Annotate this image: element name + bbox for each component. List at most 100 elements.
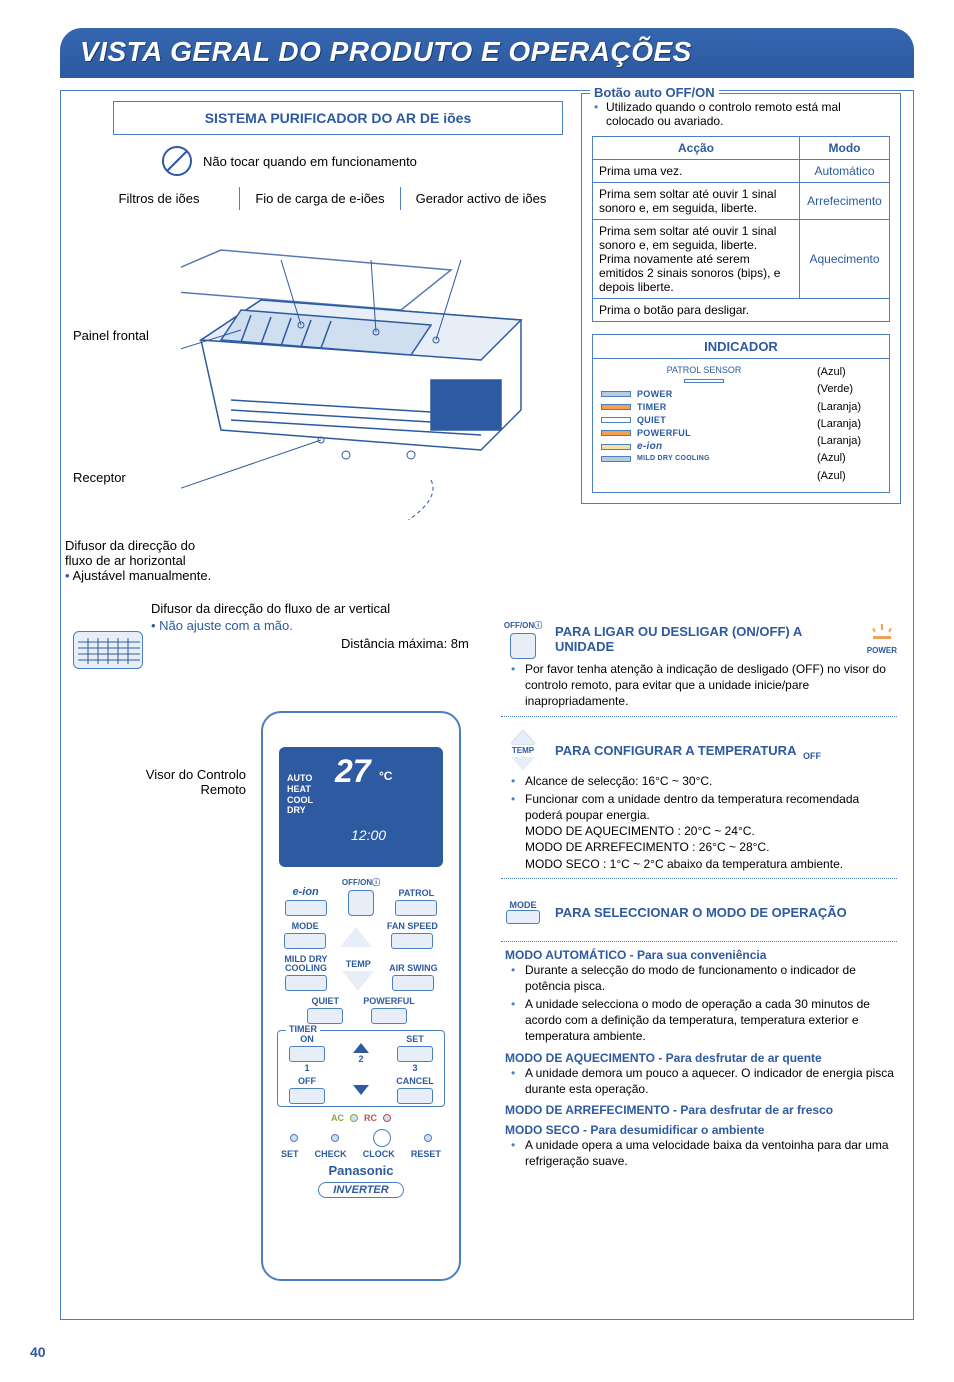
page-title: VISTA GERAL DO PRODUTO E OPERAÇÕES	[80, 36, 894, 68]
patrol-sensor-bar	[684, 379, 724, 383]
th-mode: Modo	[800, 137, 890, 160]
temp-title: PARA CONFIGURAR A TEMPERATURA	[555, 743, 897, 758]
patrol-label: PATROL	[399, 889, 435, 898]
timer-cancel-button[interactable]	[397, 1088, 433, 1104]
table-row: Prima o botão para desligar.	[593, 299, 890, 322]
receiver-label: Receptor	[73, 470, 126, 485]
timer-3-label: 3	[412, 1064, 417, 1073]
offon-button[interactable]	[348, 890, 374, 916]
timer-set-label: SET	[406, 1035, 424, 1044]
list-item: Funcionar com a unidade dentro da temper…	[515, 791, 897, 872]
remote-display-label: Visor do Controlo Remoto	[116, 767, 246, 797]
ac-label: AC	[331, 1113, 344, 1123]
horiz-diffuser-note: Ajustável manualmente.	[72, 568, 211, 583]
check-label: CHECK	[315, 1149, 347, 1159]
mode-title: PARA SELECCIONAR O MODO DE OPERAÇÃO	[555, 905, 897, 920]
indicator-list: PATROL SENSOR POWER TIMER QUIET POWERFUL…	[601, 365, 807, 486]
max-distance-label: Distância máxima: 8m	[341, 636, 469, 651]
reset-tiny-button[interactable]	[424, 1134, 432, 1142]
auto-button-desc: Utilizado quando o controlo remoto está …	[606, 100, 890, 128]
front-panel-label: Painel frontal	[73, 328, 149, 343]
no-touch-label: Não tocar quando em funcionamento	[203, 154, 417, 169]
ac-rc-row: AC RC	[273, 1113, 449, 1123]
mode-button[interactable]	[284, 933, 326, 949]
quiet-button[interactable]	[307, 1008, 343, 1024]
eion-button[interactable]	[285, 900, 327, 916]
indicator-row: POWER	[601, 389, 807, 399]
timer-up-button[interactable]	[353, 1043, 369, 1053]
brand-row: Panasonic INVERTER	[273, 1163, 449, 1198]
set-tiny-button[interactable]	[290, 1134, 298, 1142]
timer-off-button[interactable]	[289, 1088, 325, 1104]
section-mode: MODE PARA SELECCIONAR O MODO DE OPERAÇÃO…	[501, 891, 897, 1170]
vertical-diffuser-block: Difusor da direcção do fluxo de ar verti…	[151, 601, 431, 635]
temp-icon: TEMP	[501, 729, 545, 773]
check-tiny-button[interactable]	[331, 1134, 339, 1142]
list-item: A unidade selecciona o modo de operação …	[515, 996, 897, 1045]
screen-clock: 12:00	[351, 827, 386, 843]
remote-bottom-row	[273, 1129, 449, 1147]
indicator-colors: (Azul) (Verde) (Laranja) (Laranja) (Lara…	[817, 365, 881, 486]
patrol-sensor-label: PATROL SENSOR	[601, 365, 807, 375]
remote-row-4: QUIET POWERFUL	[277, 997, 445, 1024]
mode-heat-head: MODO DE AQUECIMENTO - Para desfrutar de …	[505, 1051, 897, 1065]
th-action: Acção	[593, 137, 800, 160]
timer-on-button[interactable]	[289, 1046, 325, 1062]
horiz-diffuser-label: Difusor da direcção do fluxo de ar horiz…	[65, 538, 195, 568]
ac-unit-illustration	[181, 240, 551, 520]
no-touch-warning: Não tocar quando em funcionamento	[161, 145, 571, 177]
indicator-row: e-ion	[601, 441, 807, 452]
set2-label: SET	[281, 1149, 299, 1159]
left-column: SISTEMA PURIFICADOR DO AR DE iões Não to…	[71, 101, 571, 560]
screen-celsius: °C	[379, 769, 392, 783]
timer-off-label: OFF	[298, 1077, 316, 1086]
instruction-sections: OFF/ONⓘ PARA LIGAR OU DESLIGAR (ON/OFF) …	[501, 617, 901, 1181]
prohibition-icon	[161, 145, 193, 177]
patrol-button[interactable]	[395, 900, 437, 916]
milddry-button[interactable]	[285, 975, 327, 991]
list-item: A unidade opera a uma velocidade baixa d…	[515, 1137, 897, 1169]
table-row: Prima sem soltar até ouvir 1 sinal sonor…	[593, 183, 890, 220]
onoff-title: PARA LIGAR OU DESLIGAR (ON/OFF) A UNIDAD…	[555, 624, 857, 654]
right-column: Botão auto OFF/ON Utilizado quando o con…	[581, 93, 901, 514]
rc-button[interactable]	[383, 1114, 391, 1122]
powerful-label: POWERFUL	[363, 997, 415, 1006]
temp-up-button[interactable]	[340, 927, 372, 947]
screen-modes: AUTO HEAT COOL DRY	[287, 773, 313, 816]
fanspeed-button[interactable]	[391, 933, 433, 949]
timer-legend: TIMER	[286, 1024, 320, 1034]
timer-1-label: 1	[304, 1064, 309, 1073]
mode-dry-head: MODO SECO - Para desumidificar o ambient…	[505, 1123, 897, 1137]
main-content-box: SISTEMA PURIFICADOR DO AR DE iões Não to…	[60, 90, 914, 1320]
list-item: A unidade demora um pouco a aquecer. O i…	[515, 1065, 897, 1097]
indicator-row: QUIET	[601, 415, 807, 425]
clock-tiny-button[interactable]	[373, 1129, 391, 1147]
ac-unit-diagram: Painel frontal Receptor Difusor da direc…	[71, 220, 571, 560]
mode-icon: MODE	[501, 891, 545, 935]
ac-button[interactable]	[350, 1114, 358, 1122]
milddry-label: MILD DRY COOLING	[284, 955, 327, 973]
indicator-row: TIMER	[601, 402, 807, 412]
timer-set-button[interactable]	[397, 1046, 433, 1062]
onoff-icon: OFF/ONⓘ	[501, 617, 545, 661]
small-diffuser-illustration	[73, 631, 143, 669]
brand-label: Panasonic	[273, 1163, 449, 1178]
airswing-label: AIR SWING	[389, 964, 438, 973]
bottom-labels-row: SET CHECK CLOCK RESET	[273, 1149, 449, 1159]
indicator-box: INDICADOR PATROL SENSOR POWER TIMER QUIE…	[592, 334, 890, 493]
list-item: Durante a selecção do modo de funcioname…	[515, 962, 897, 994]
airswing-button[interactable]	[392, 975, 434, 991]
filter-label-2: Fio de carga de e-iões	[240, 187, 401, 210]
filter-label-1: Filtros de iões	[79, 187, 240, 210]
purifier-header: SISTEMA PURIFICADOR DO AR DE iões	[113, 101, 563, 135]
vert-diffuser-label: Difusor da direcção do fluxo de ar verti…	[151, 601, 390, 616]
eion-label: e-ion	[292, 887, 318, 898]
temp-down-button[interactable]	[342, 971, 374, 991]
timer-down-button[interactable]	[353, 1085, 369, 1095]
offon-label: OFF/ONⓘ	[342, 877, 380, 888]
clock2-label: CLOCK	[363, 1149, 395, 1159]
timer-cancel-label: CANCEL	[396, 1077, 434, 1086]
table-row: Prima sem soltar até ouvir 1 sinal sonor…	[593, 220, 890, 299]
temp-label: TEMP	[346, 960, 371, 969]
powerful-button[interactable]	[371, 1008, 407, 1024]
